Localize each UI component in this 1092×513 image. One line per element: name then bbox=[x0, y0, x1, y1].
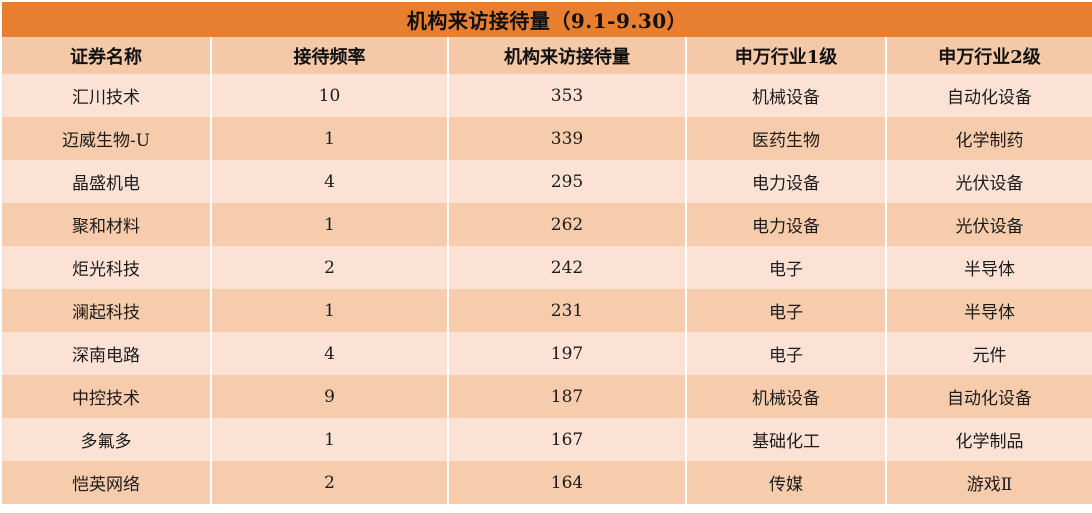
cell-industry-level-1: 电子 bbox=[685, 332, 887, 375]
cell-industry-level-2: 化学制品 bbox=[884, 418, 1092, 461]
cell-security-name: 晶盛机电 bbox=[0, 160, 212, 203]
cell-security-name: 多氟多 bbox=[0, 418, 212, 461]
cell-industry-level-1: 机械设备 bbox=[685, 375, 887, 418]
cell-industry-level-2: 光伏设备 bbox=[884, 203, 1092, 246]
cell-visit-count: 231 bbox=[447, 289, 687, 332]
table-row: 聚和材料 1 262 电力设备 光伏设备 bbox=[0, 203, 1092, 246]
cell-security-name: 聚和材料 bbox=[0, 203, 212, 246]
cell-visit-count: 164 bbox=[447, 461, 687, 504]
cell-visit-frequency: 1 bbox=[210, 117, 449, 160]
cell-visit-count: 167 bbox=[447, 418, 687, 461]
cell-security-name: 迈威生物-U bbox=[0, 117, 212, 160]
table-row: 中控技术 9 187 机械设备 自动化设备 bbox=[0, 375, 1092, 418]
table-row: 炬光科技 2 242 电子 半导体 bbox=[0, 246, 1092, 289]
cell-industry-level-2: 光伏设备 bbox=[884, 160, 1092, 203]
cell-security-name: 深南电路 bbox=[0, 332, 212, 375]
cell-visit-count: 197 bbox=[447, 332, 687, 375]
column-header-security-name: 证券名称 bbox=[0, 37, 212, 74]
column-header-visit-frequency: 接待频率 bbox=[210, 37, 449, 74]
cell-industry-level-1: 机械设备 bbox=[685, 74, 887, 117]
column-header-industry-level-1: 申万行业1级 bbox=[685, 37, 887, 74]
table-row: 深南电路 4 197 电子 元件 bbox=[0, 332, 1092, 375]
cell-visit-frequency: 2 bbox=[210, 246, 449, 289]
table-title-row: 机构来访接待量（9.1-9.30） bbox=[0, 0, 1092, 37]
cell-security-name: 汇川技术 bbox=[0, 74, 212, 117]
cell-security-name: 恺英网络 bbox=[0, 461, 212, 504]
cell-visit-frequency: 1 bbox=[210, 203, 449, 246]
cell-industry-level-1: 电子 bbox=[685, 246, 887, 289]
table-row: 多氟多 1 167 基础化工 化学制品 bbox=[0, 418, 1092, 461]
table-row: 澜起科技 1 231 电子 半导体 bbox=[0, 289, 1092, 332]
page-title: 机构来访接待量（9.1-9.30） bbox=[0, 0, 1092, 37]
table-row: 晶盛机电 4 295 电力设备 光伏设备 bbox=[0, 160, 1092, 203]
cell-industry-level-2: 自动化设备 bbox=[884, 74, 1092, 117]
table-row: 汇川技术 10 353 机械设备 自动化设备 bbox=[0, 74, 1092, 117]
cell-industry-level-2: 游戏Ⅱ bbox=[884, 461, 1092, 504]
cell-industry-level-2: 半导体 bbox=[884, 289, 1092, 332]
cell-visit-count: 339 bbox=[447, 117, 687, 160]
cell-industry-level-1: 传媒 bbox=[685, 461, 887, 504]
cell-visit-frequency: 9 bbox=[210, 375, 449, 418]
column-header-industry-level-2: 申万行业2级 bbox=[884, 37, 1092, 74]
cell-security-name: 炬光科技 bbox=[0, 246, 212, 289]
table-header-row: 证券名称 接待频率 机构来访接待量 申万行业1级 申万行业2级 bbox=[0, 37, 1092, 74]
cell-industry-level-1: 电子 bbox=[685, 289, 887, 332]
cell-industry-level-1: 电力设备 bbox=[685, 203, 887, 246]
table-row: 迈威生物-U 1 339 医药生物 化学制药 bbox=[0, 117, 1092, 160]
cell-visit-count: 262 bbox=[447, 203, 687, 246]
cell-visit-frequency: 4 bbox=[210, 332, 449, 375]
cell-visit-count: 187 bbox=[447, 375, 687, 418]
cell-visit-frequency: 2 bbox=[210, 461, 449, 504]
table-body: 汇川技术 10 353 机械设备 自动化设备 迈威生物-U 1 339 医药生物… bbox=[0, 74, 1092, 504]
cell-visit-count: 295 bbox=[447, 160, 687, 203]
cell-security-name: 澜起科技 bbox=[0, 289, 212, 332]
cell-industry-level-2: 元件 bbox=[884, 332, 1092, 375]
cell-visit-count: 242 bbox=[447, 246, 687, 289]
cell-visit-count: 353 bbox=[447, 74, 687, 117]
cell-industry-level-1: 医药生物 bbox=[685, 117, 887, 160]
table-row: 恺英网络 2 164 传媒 游戏Ⅱ bbox=[0, 461, 1092, 504]
cell-visit-frequency: 1 bbox=[210, 418, 449, 461]
cell-industry-level-2: 化学制药 bbox=[884, 117, 1092, 160]
cell-industry-level-2: 自动化设备 bbox=[884, 375, 1092, 418]
cell-industry-level-2: 半导体 bbox=[884, 246, 1092, 289]
cell-visit-frequency: 1 bbox=[210, 289, 449, 332]
column-header-visit-count: 机构来访接待量 bbox=[447, 37, 687, 74]
cell-industry-level-1: 电力设备 bbox=[685, 160, 887, 203]
cell-security-name: 中控技术 bbox=[0, 375, 212, 418]
cell-visit-frequency: 10 bbox=[210, 74, 449, 117]
cell-visit-frequency: 4 bbox=[210, 160, 449, 203]
cell-industry-level-1: 基础化工 bbox=[685, 418, 887, 461]
